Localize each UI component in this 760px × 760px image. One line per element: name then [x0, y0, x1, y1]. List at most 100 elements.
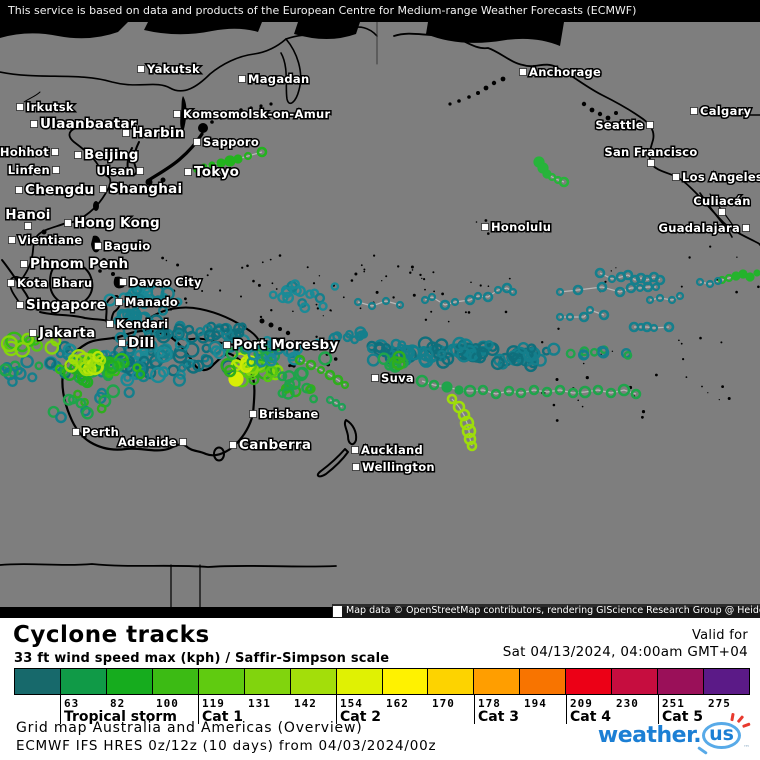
category-divider [336, 695, 337, 724]
island-dot [680, 285, 683, 288]
scale-tick-label: 178 [478, 697, 501, 710]
track-point [208, 161, 216, 169]
city-label: Komsomolsk-on-Amur [183, 107, 330, 121]
island-dot [316, 307, 320, 310]
island-dot [423, 278, 426, 281]
island-dot [373, 254, 376, 257]
island-dot [292, 310, 294, 313]
city-marker [672, 173, 680, 181]
track-point [381, 343, 392, 354]
cyclone-tracks [0, 146, 760, 452]
island-dot [680, 342, 683, 345]
track-point [149, 314, 164, 329]
track-point [476, 347, 489, 360]
logo-magnifier-handle [697, 745, 709, 755]
track-point [446, 393, 458, 405]
track-point [395, 300, 405, 310]
track-point [318, 351, 333, 366]
track-point [141, 283, 152, 294]
track-point [281, 386, 295, 400]
city-marker [99, 185, 107, 193]
map-viewport[interactable]: Yakutsk Magadan Anchorage Irkutsk Ulaanbaata… [0, 22, 760, 618]
track-point [200, 163, 208, 171]
track-point [585, 305, 595, 315]
track-point [330, 282, 340, 291]
island-dot [492, 221, 495, 224]
island-dot [270, 309, 273, 312]
track-point [223, 364, 237, 378]
island-dot [259, 315, 263, 319]
island-dot [552, 403, 556, 407]
city-label: Magadan [248, 72, 309, 86]
track-point [157, 305, 169, 316]
track-point [314, 292, 326, 304]
island-dot [322, 315, 324, 317]
island-dot [329, 309, 332, 312]
city-marker [122, 129, 130, 137]
city-marker [481, 223, 489, 231]
island-dot [581, 405, 584, 408]
track-point [154, 349, 169, 364]
scale-tick-label: 154 [340, 697, 363, 710]
city-label: Chengdu [25, 182, 94, 198]
city-marker [742, 224, 750, 232]
track-point [651, 282, 661, 292]
island-dot [720, 341, 723, 344]
track-point [463, 384, 477, 398]
island-dot [169, 308, 173, 311]
island-dot [354, 272, 358, 276]
track-point [526, 346, 541, 361]
track-point [463, 432, 477, 446]
city-label: Suva [381, 371, 414, 385]
island-dot [176, 263, 180, 267]
island-dot [470, 281, 472, 284]
city-label: Davao City [129, 275, 202, 289]
island-dot [555, 378, 559, 381]
track-point [220, 323, 230, 333]
city-label: Brisbane [259, 407, 319, 421]
island-dot [582, 362, 585, 365]
island-dot [306, 266, 309, 269]
track-point [316, 365, 326, 375]
island-dot [508, 277, 511, 280]
island-dot [487, 232, 490, 235]
track-point [213, 347, 226, 360]
category-divider [60, 695, 61, 724]
scale-segment-3 [152, 669, 199, 694]
track-point [452, 336, 467, 352]
city-label: Kota Bharu [17, 276, 92, 290]
track-point [572, 284, 584, 296]
track-point [62, 343, 77, 357]
city-marker [64, 219, 72, 227]
track-point [299, 302, 311, 314]
track-point [80, 405, 91, 417]
track-point [675, 291, 685, 301]
weather-us-logo[interactable]: weather. us ™ [598, 712, 750, 756]
island-dot [757, 285, 760, 289]
scale-segment-15 [704, 669, 749, 694]
city-markers: Yakutsk Magadan Anchorage Irkutsk Ulaanbaata… [0, 61, 760, 476]
track-point [123, 386, 135, 399]
track-point [184, 324, 195, 335]
city-marker [94, 242, 102, 250]
island-dot [557, 327, 560, 330]
track-point [220, 358, 236, 374]
track-point [309, 394, 319, 404]
city-label: Kendari [116, 317, 168, 331]
track-point [268, 290, 278, 300]
city-label: Tokyo [194, 164, 239, 180]
track-point [565, 348, 576, 359]
track-point [565, 312, 575, 322]
island-dot [641, 415, 644, 419]
scale-tick-label: 162 [386, 697, 409, 710]
island-dot [464, 311, 467, 314]
track-point [47, 405, 60, 418]
city-label: Hong Kong [74, 215, 160, 231]
category-label: Cat 1 [202, 709, 244, 725]
track-point [309, 288, 320, 298]
logo-magnifier-icon: us [697, 712, 750, 755]
track-point [133, 293, 146, 306]
track-point [81, 406, 94, 420]
island-dot [709, 245, 712, 248]
track-point [172, 373, 187, 387]
